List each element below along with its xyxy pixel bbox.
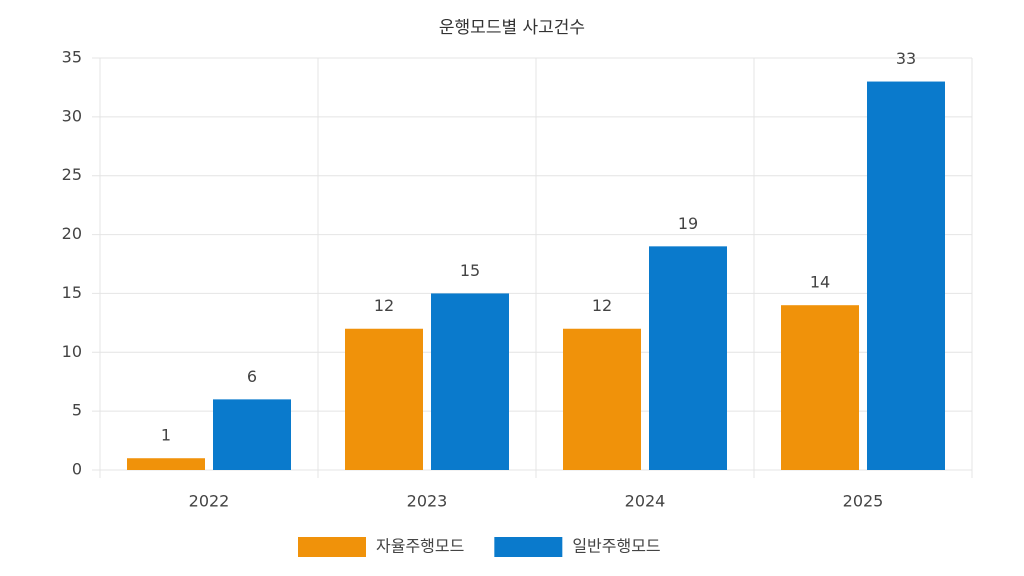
y-tick-label: 25 [62, 165, 82, 184]
x-tick-label: 2023 [407, 492, 448, 511]
y-tick-label: 35 [62, 48, 82, 67]
data-label: 33 [896, 49, 916, 68]
y-tick-label: 10 [62, 342, 82, 361]
legend-label: 자율주행모드 [376, 537, 464, 556]
y-tick-label: 0 [72, 460, 82, 479]
bar [431, 293, 509, 470]
x-tick-label: 2024 [625, 492, 666, 511]
data-label: 14 [810, 273, 830, 292]
bar [345, 328, 423, 470]
data-label: 6 [247, 367, 257, 386]
bar [563, 328, 641, 470]
data-label: 19 [678, 214, 698, 233]
bar [213, 399, 291, 470]
legend-swatch [494, 537, 563, 557]
y-tick-label: 5 [72, 401, 82, 420]
legend-swatch [298, 537, 366, 557]
y-tick-label: 15 [62, 283, 82, 302]
y-tick-label: 30 [62, 106, 82, 125]
legend-label: 일반주행모드 [572, 537, 660, 556]
y-tick-label: 20 [62, 224, 82, 243]
data-label: 12 [374, 296, 394, 315]
data-label: 12 [592, 296, 612, 315]
bar [649, 246, 727, 470]
data-label: 15 [460, 261, 480, 280]
bar [127, 458, 205, 470]
x-tick-label: 2022 [189, 492, 230, 511]
data-label: 1 [161, 426, 171, 445]
bar [781, 305, 859, 470]
chart-title: 운행모드별 사고건수 [439, 18, 585, 38]
bar [867, 81, 945, 471]
x-tick-label: 2025 [843, 492, 884, 511]
